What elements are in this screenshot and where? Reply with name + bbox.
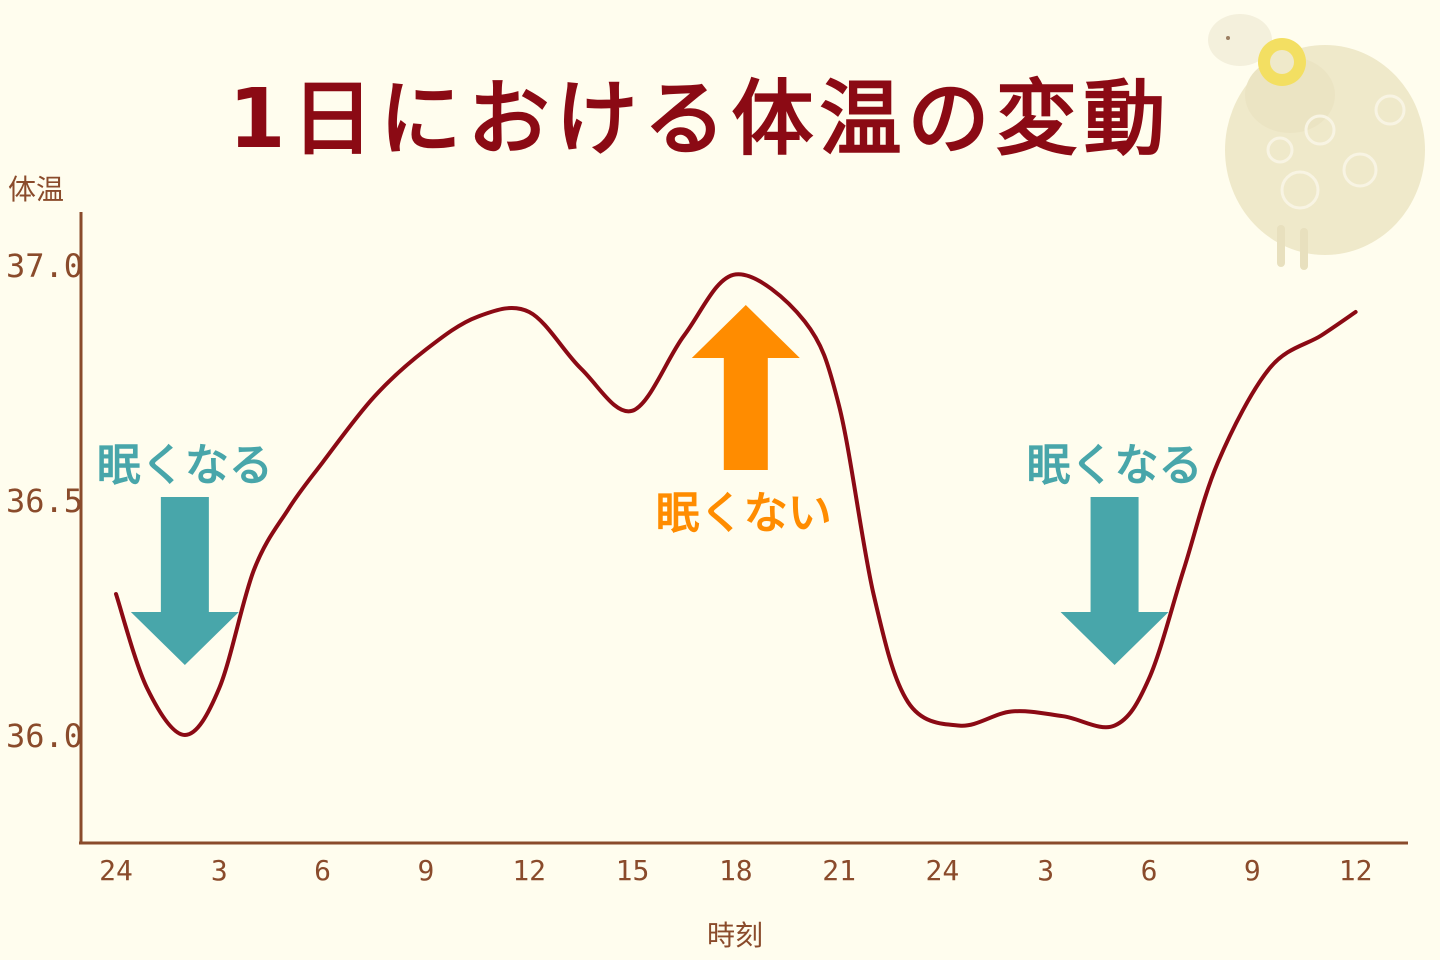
sheep-icon (1208, 14, 1425, 270)
series-line (114, 272, 1358, 738)
x-tick-label: 12 (512, 854, 546, 887)
x-tick-label: 9 (417, 854, 434, 887)
x-tick-label: 3 (211, 854, 228, 887)
chart-title: 1日における体温の変動 (228, 72, 1172, 167)
y-tick-label: 36.0 (6, 717, 83, 755)
up-arrow-icon (691, 305, 800, 470)
annotation-label: 眠くなる (97, 440, 273, 491)
x-tick-label: 12 (1339, 854, 1373, 887)
down-arrow-icon (1060, 497, 1169, 665)
x-tick-label: 6 (314, 854, 331, 887)
x-tick-label: 15 (616, 854, 650, 887)
y-tick-label: 37.0 (6, 247, 83, 285)
x-tick-label: 3 (1037, 854, 1054, 887)
x-tick-label: 18 (719, 854, 753, 887)
x-tick-label: 24 (99, 854, 133, 887)
x-tick-label: 24 (926, 854, 960, 887)
down-arrow-icon (130, 497, 239, 665)
y-tick-label: 36.5 (6, 482, 83, 520)
x-tick-label: 9 (1244, 854, 1261, 887)
annotation-label: 眠くなる (1027, 440, 1203, 491)
x-axis-label: 時刻 (706, 919, 763, 952)
x-tick-label: 21 (822, 854, 856, 887)
annotation-label: 眠くない (656, 488, 832, 539)
y-axis-label: 体温 (8, 173, 65, 206)
x-tick-label: 6 (1141, 854, 1158, 887)
